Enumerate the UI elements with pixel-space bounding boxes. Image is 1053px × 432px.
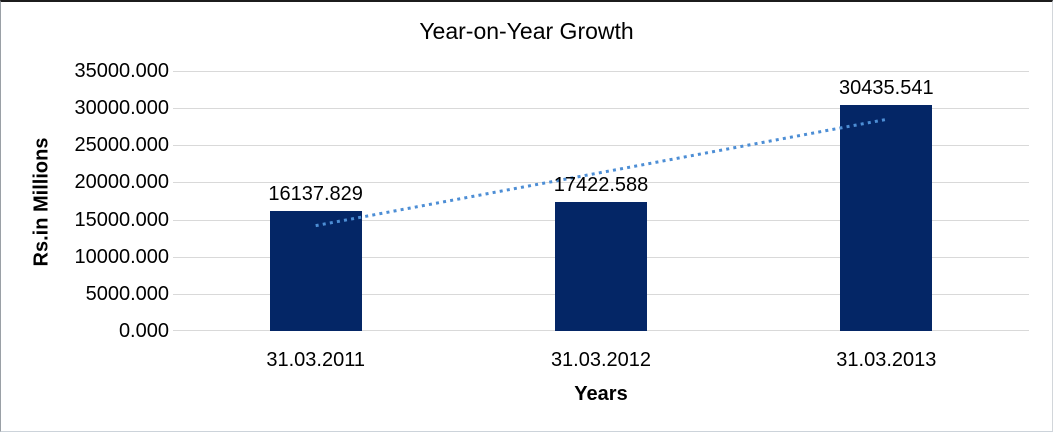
chart-title: Year-on-Year Growth <box>419 18 634 44</box>
y-axis-tick-label: 20000.000 <box>74 171 169 194</box>
trendline-dotted-line <box>315 117 887 228</box>
x-axis-tick-label: 31.03.2012 <box>550 349 652 371</box>
bar-value-labels: 16137.829 17422.588 30435.541 <box>173 71 1029 331</box>
bar <box>555 201 647 331</box>
y-axis-tick-label: 35000.000 <box>74 60 169 82</box>
y-axis-tick-label: 5000.000 <box>85 282 169 305</box>
gridline <box>173 108 1029 110</box>
y-axis-tick-label: 15000.000 <box>74 208 169 231</box>
x-axis-tick-label: 31.03.2011 <box>266 349 365 371</box>
bar-value-label: 30435.541 <box>839 76 934 99</box>
y-axis-tick-label: 25000.000 <box>74 134 169 157</box>
x-axis-title: Years <box>574 383 628 405</box>
bar <box>840 104 933 331</box>
bars-layer <box>173 71 1029 331</box>
bar-value-label: 17422.588 <box>553 173 649 196</box>
y-axis-tick-label: 0.000 <box>118 320 169 342</box>
gridline <box>173 182 1029 184</box>
x-axis-tick-labels: 31.03.2011 31.03.2012 31.03.2013 <box>173 348 1029 372</box>
trendline <box>315 117 887 228</box>
gridline <box>173 71 1029 72</box>
bar-value-label: 16137.829 <box>268 183 363 206</box>
gridline <box>173 145 1029 147</box>
plot-area: 16137.829 17422.588 30435.541 <box>173 71 1029 331</box>
x-axis-tick-label: 31.03.2013 <box>836 349 937 371</box>
y-axis-tick-label: 10000.000 <box>74 245 169 268</box>
bar <box>269 211 362 331</box>
y-axis-tick-label: 30000.000 <box>74 97 169 120</box>
